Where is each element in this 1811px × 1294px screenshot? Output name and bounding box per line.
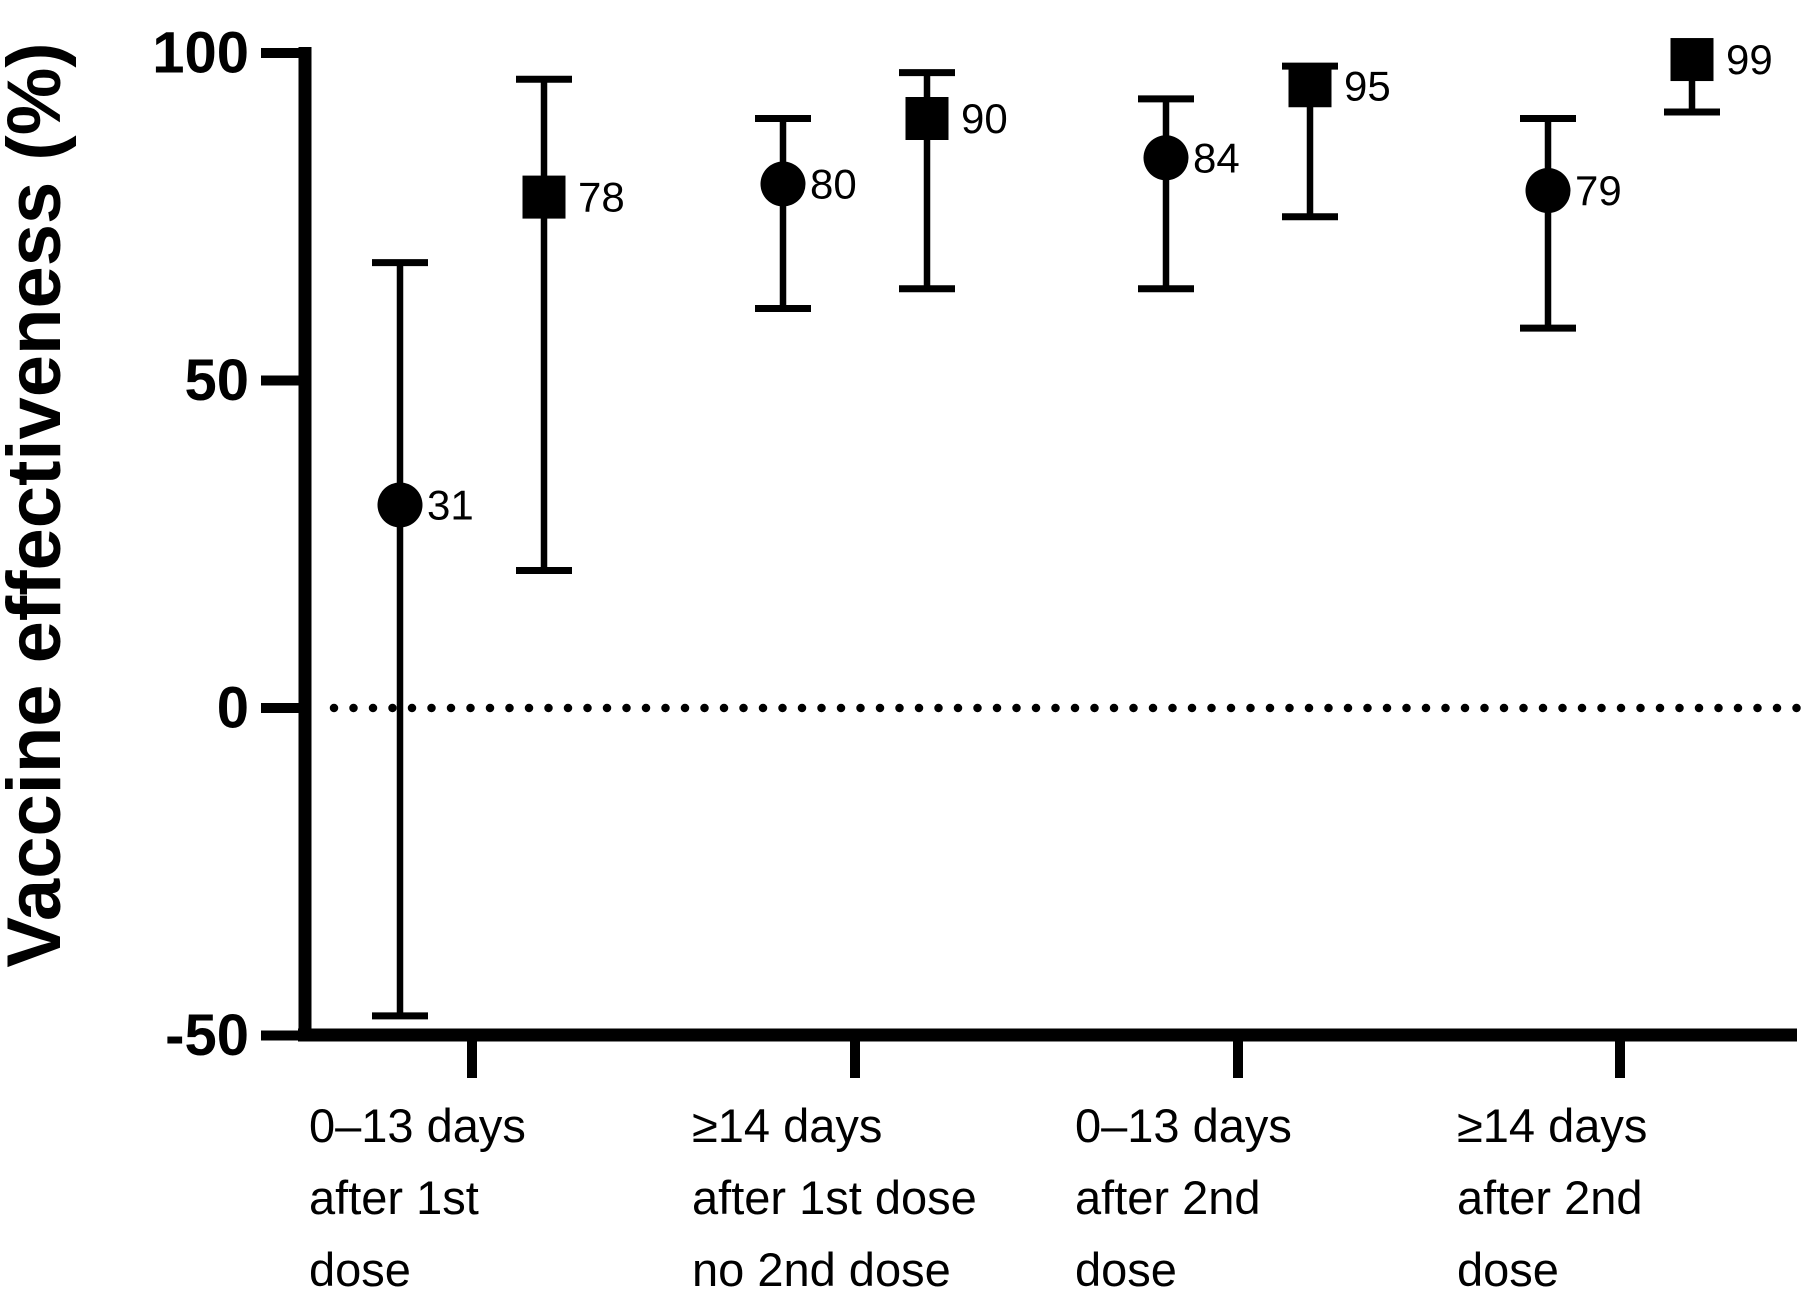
x-category-label-line: dose	[309, 1243, 411, 1294]
y-axis-title: Vaccine effectiveness (%)	[0, 42, 77, 967]
value-label: 80	[810, 161, 857, 208]
error-bar-circle-80: 80	[755, 115, 857, 312]
y-tick-label: 50	[184, 348, 249, 413]
x-category-label: 0–13 days after 1st dose	[309, 1099, 526, 1294]
data-point-square	[522, 175, 566, 219]
y-tick-label: 100	[152, 21, 249, 86]
value-label: 31	[427, 481, 474, 528]
error-bar-square-95: 95	[1282, 62, 1391, 221]
data-point-circle	[1525, 168, 1571, 214]
x-category-label-line: ≥14 days	[1457, 1099, 1647, 1152]
x-category-label-line: no 2nd dose	[692, 1243, 951, 1294]
plot-area: 100 50 0 -50 0–13 days after 1st dose ≥14 days a…	[152, 21, 1802, 1294]
error-bar-square-99: 99	[1664, 36, 1773, 116]
data-point-circle	[760, 161, 806, 207]
error-bar-circle-79: 79	[1520, 115, 1622, 332]
x-category-label-line: after 2nd	[1457, 1171, 1643, 1224]
error-bar-square-90: 90	[899, 69, 1008, 293]
x-category-label: ≥14 days after 1st dose no 2nd dose	[692, 1099, 977, 1294]
x-category-label: ≥14 days after 2nd dose	[1457, 1099, 1647, 1294]
value-label: 78	[578, 174, 625, 221]
x-category-label-line: after 1st dose	[692, 1171, 977, 1224]
x-category-label-line: after 2nd	[1075, 1171, 1261, 1224]
x-category-label-line: 0–13 days	[309, 1099, 526, 1152]
x-category-label-line: dose	[1457, 1243, 1559, 1294]
x-category-label-line: after 1st	[309, 1171, 479, 1224]
y-tick-label: 0	[217, 676, 249, 741]
error-bar-circle-31: 31	[372, 259, 474, 1020]
data-point-square	[1670, 38, 1714, 82]
data-point-square	[905, 97, 949, 140]
data-point-circle	[1143, 135, 1189, 181]
value-label: 99	[1726, 36, 1773, 83]
error-bar-circle-84: 84	[1138, 95, 1240, 293]
x-category-label-line: dose	[1075, 1243, 1177, 1294]
value-label: 79	[1575, 167, 1622, 214]
value-label: 84	[1193, 134, 1240, 181]
data-point-circle	[377, 482, 423, 528]
x-category-label: 0–13 days after 2nd dose	[1075, 1099, 1292, 1294]
y-tick-label: -50	[165, 1003, 249, 1068]
value-label: 95	[1344, 62, 1391, 109]
x-category-label-line: 0–13 days	[1075, 1099, 1292, 1152]
x-category-label-line: ≥14 days	[692, 1099, 882, 1152]
value-label: 90	[961, 95, 1008, 142]
error-bar-square-78: 78	[516, 75, 625, 574]
data-point-square	[1288, 64, 1332, 108]
